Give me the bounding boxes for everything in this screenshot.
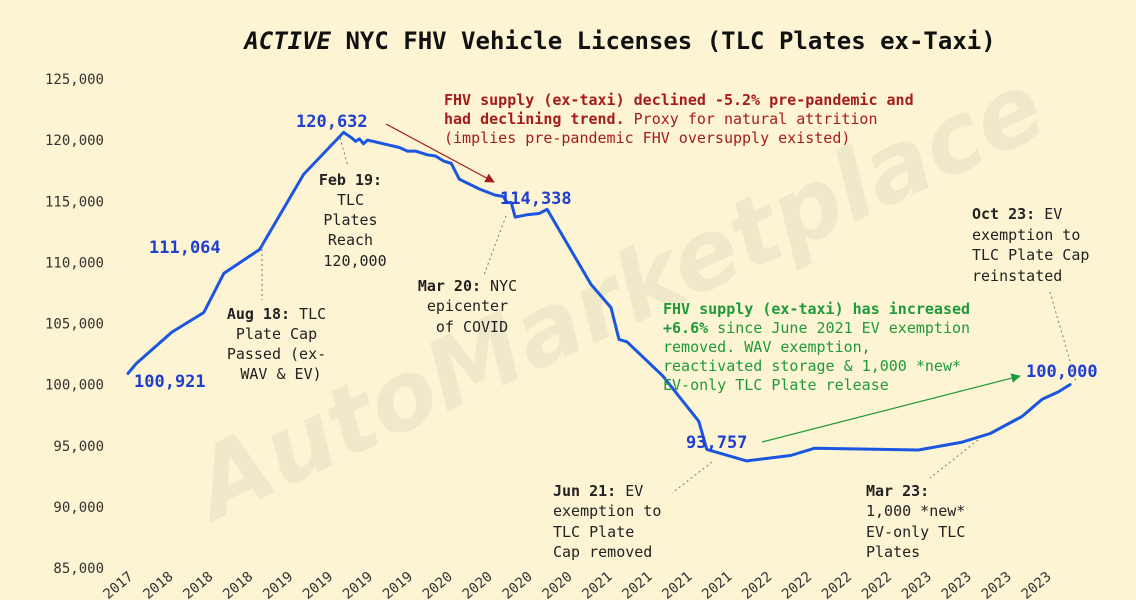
y-tick-label: 120,000 [45,133,104,149]
leader-mar20 [483,215,507,276]
x-tick-label: 2021 [619,569,655,600]
y-tick-label: 115,000 [45,194,104,210]
value-label-trough: 93,757 [686,433,747,453]
y-tick-label: 105,000 [45,317,104,333]
annotation-mar20: Mar 20: NYC epicenter of COVID [418,277,526,336]
y-tick-label: 90,000 [53,500,104,516]
y-tick-label: 85,000 [53,561,104,577]
annotation-mar23: Mar 23: 1,000 *new* EV-only TLC Plates [866,482,974,561]
x-tick-label: 2018 [220,569,256,600]
x-tick-label: 2018 [140,569,176,600]
x-tick-label: 2022 [859,569,895,600]
red-arrow [385,123,495,183]
annotation-oct23: Oct 23: EV exemption to TLC Plate Cap re… [972,205,1098,285]
x-tick-label: 2022 [819,569,855,600]
x-tick-label: 2022 [739,569,775,600]
annotation-aug18: Aug 18: TLC Plate Cap Passed (ex- WAV & … [227,305,335,383]
x-tick-label: 2023 [899,569,935,600]
annotation-pre-pandemic-decline: FHV supply (ex-taxi) declined -5.2% pre-… [444,91,923,147]
x-tick-label: 2019 [300,569,336,600]
x-tick-label: 2021 [659,569,695,600]
x-tick-label: 2022 [779,569,815,600]
series-line [126,130,1072,463]
x-tick-label: 2020 [420,569,456,600]
x-tick-label: 2020 [460,569,496,600]
x-tick-label: 2021 [699,569,735,600]
y-axis: 85,000 90,000 95,000 100,000 105,000 110,000 1… [45,72,104,577]
value-label-peak: 120,632 [296,112,368,132]
chart-title: ACTIVE NYC FHV Vehicle Licenses (TLC Pla… [242,27,995,55]
value-label-end: 100,000 [1026,362,1098,382]
value-label-start: 100,921 [134,372,206,392]
x-axis: 2017 2018 2018 2018 2019 2019 2019 2019 2020 2020… [100,569,1054,600]
x-tick-label: 2023 [939,569,975,600]
x-tick-label: 2019 [260,569,296,600]
value-label-mar20: 114,338 [500,189,572,209]
y-tick-label: 100,000 [45,378,104,394]
x-tick-label: 2023 [1019,569,1055,600]
x-tick-label: 2019 [340,569,376,600]
x-tick-label: 2018 [180,569,216,600]
green-arrow [761,373,1021,443]
x-tick-label: 2020 [540,569,576,600]
x-tick-label: 2023 [979,569,1015,600]
annotation-post-exemption-increase: FHV supply (ex-taxi) has increased +6.6%… [663,300,979,394]
value-label-aug18: 111,064 [149,238,221,258]
annotation-jun21: Jun 21: EV exemption to TLC Plate Cap re… [553,482,670,561]
y-tick-label: 110,000 [45,255,104,271]
leader-oct23 [1049,291,1077,383]
annotation-feb19: Feb 19: TLC Plates Reach 120,000 [319,171,391,270]
leader-mar23 [929,439,979,479]
x-tick-label: 2021 [579,569,615,600]
leader-jun21 [671,461,713,494]
x-tick-label: 2020 [500,569,536,600]
y-tick-label: 125,000 [45,72,104,88]
y-tick-label: 95,000 [53,439,104,455]
x-tick-label: 2017 [100,569,136,600]
leader-feb19 [339,137,349,167]
x-tick-label: 2019 [380,569,416,600]
